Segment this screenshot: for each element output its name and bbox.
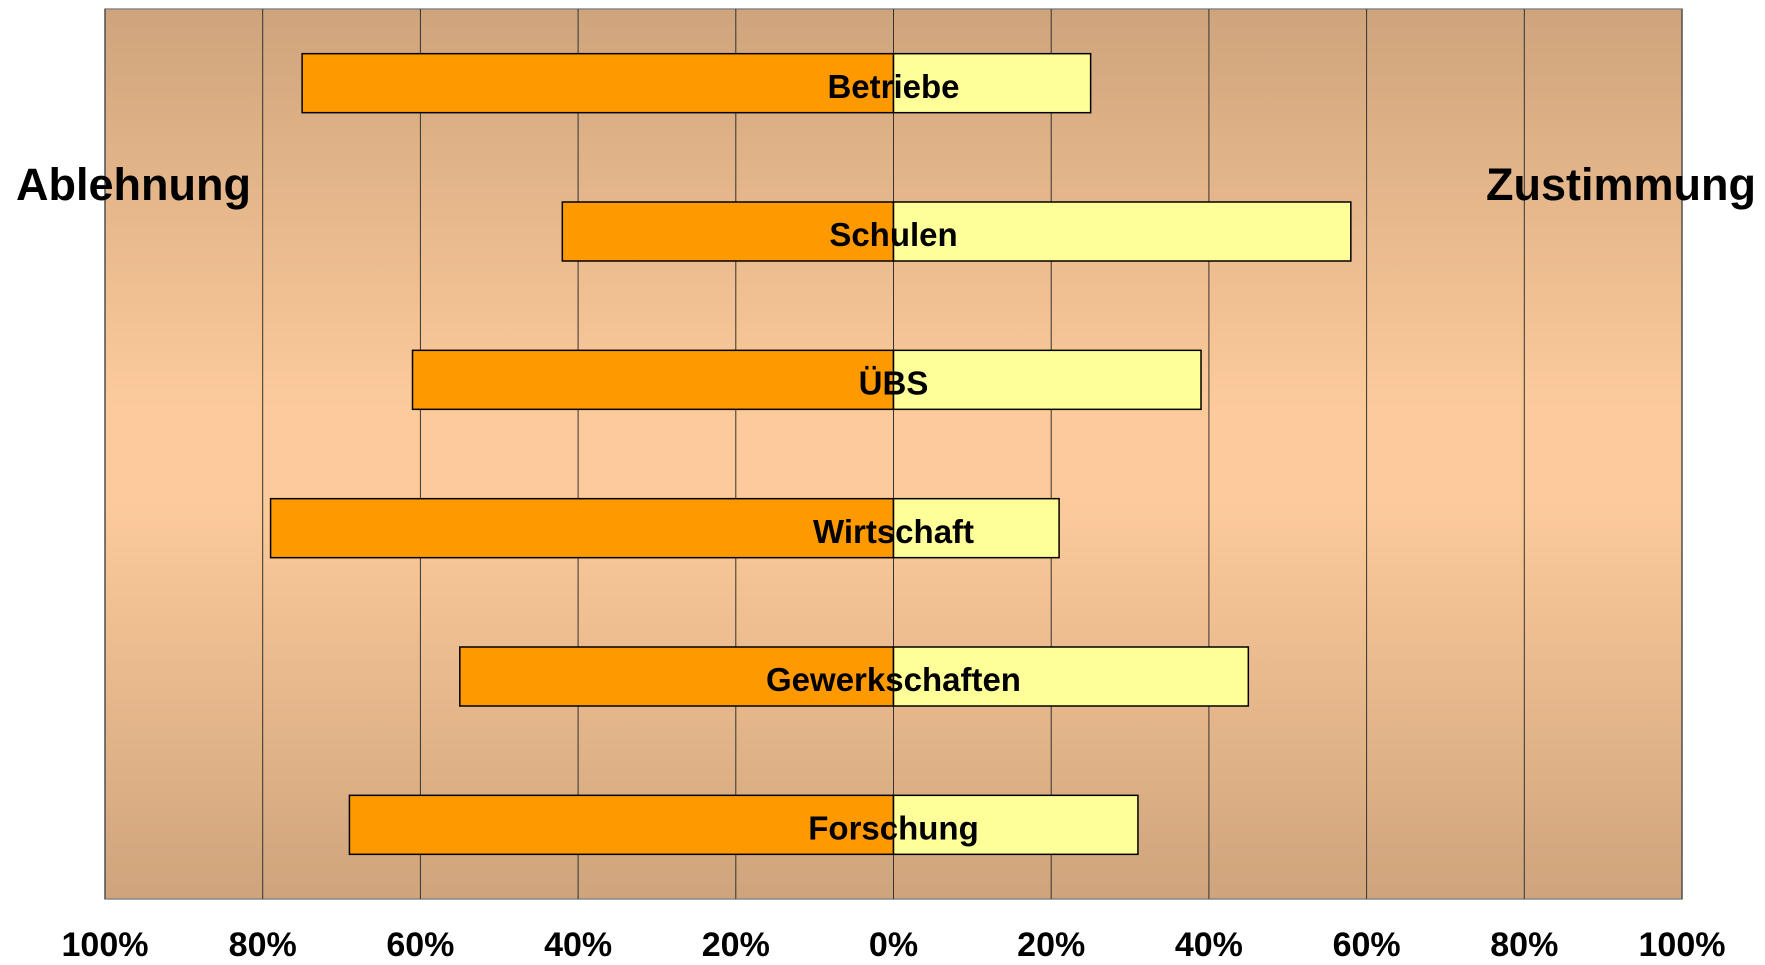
bar: [892, 52, 1092, 114]
x-tick-label: 40%: [1175, 926, 1243, 960]
bar: [892, 201, 1352, 262]
x-tick-label: 100%: [1639, 926, 1726, 960]
legend-label: Zustimmung: [1486, 159, 1756, 210]
grid: [104, 9, 1683, 899]
x-tick-label: 80%: [1490, 926, 1558, 960]
bar: [892, 646, 1250, 707]
x-tick-label: 20%: [1017, 926, 1085, 960]
category-label: Schulen: [829, 216, 957, 253]
bar: [301, 52, 895, 114]
x-tick-label: 80%: [229, 926, 297, 960]
bar: [269, 497, 895, 559]
bar: [892, 349, 1202, 411]
labels: 100% 80% 60% 40% 20% 0% 20% 40% 60% 80% 100% Betrie…: [16, 68, 1756, 964]
bar: [459, 646, 895, 707]
x-tick-label: 20%: [702, 926, 770, 960]
bar: [348, 794, 895, 856]
bars: [269, 52, 1352, 856]
category-label: Forschung: [808, 810, 979, 847]
x-tick-label: 0%: [869, 926, 918, 960]
legend-label: Ablehnung: [16, 159, 251, 210]
bar: [561, 201, 895, 262]
x-tick-label: 60%: [386, 926, 454, 960]
bar: [892, 794, 1139, 856]
category-label: Gewerkschaften: [766, 661, 1021, 698]
category-label: Betriebe: [827, 68, 959, 105]
x-tick-label: 40%: [544, 926, 612, 960]
category-label: Wirtschaft: [813, 513, 974, 550]
bar: [892, 497, 1060, 559]
category-label: ÜBS: [859, 365, 929, 402]
x-tick-label: 100%: [62, 926, 149, 960]
x-tick-label: 60%: [1333, 926, 1401, 960]
bar: [411, 349, 895, 411]
